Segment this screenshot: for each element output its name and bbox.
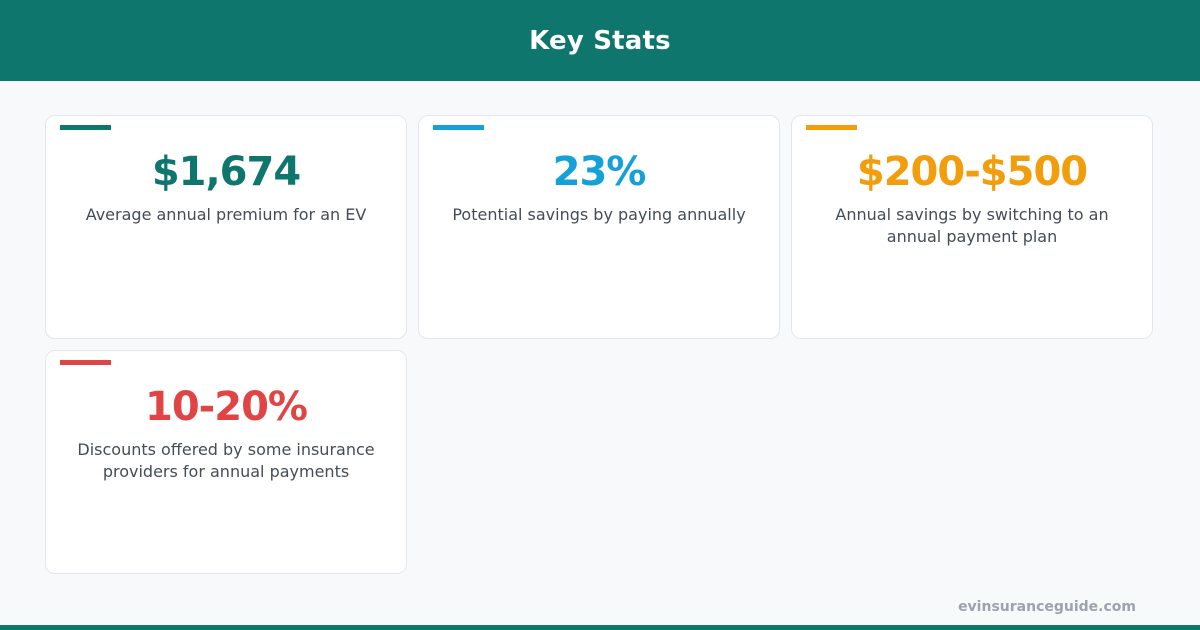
- page-title: Key Stats: [529, 25, 671, 56]
- site-url: evinsuranceguide.com: [958, 599, 1136, 615]
- stat-value: 10-20%: [144, 384, 308, 430]
- stat-card-potential-savings: 23% Potential savings by paying annually: [418, 115, 780, 339]
- stat-value: 23%: [552, 149, 647, 195]
- header-bar: Key Stats: [0, 0, 1200, 81]
- stat-card-annual-savings: $200-$500 Annual savings by switching to…: [791, 115, 1153, 339]
- card-accent-bar: [806, 125, 857, 130]
- card-accent-bar: [60, 125, 111, 130]
- stat-description: Potential savings by paying annually: [452, 205, 746, 224]
- stat-description: Discounts offered by some insurance prov…: [77, 440, 375, 481]
- stat-card-discounts: 10-20% Discounts offered by some insuran…: [45, 350, 407, 574]
- stat-card-average-premium: $1,674 Average annual premium for an EV: [45, 115, 407, 339]
- footer-bar: [0, 625, 1200, 630]
- stat-description: Average annual premium for an EV: [85, 205, 367, 224]
- stat-value: $1,674: [151, 149, 301, 195]
- stat-description: Annual savings by switching to an annual…: [835, 205, 1109, 246]
- card-accent-bar: [60, 360, 111, 365]
- stat-value: $200-$500: [856, 149, 1088, 195]
- card-accent-bar: [433, 125, 484, 130]
